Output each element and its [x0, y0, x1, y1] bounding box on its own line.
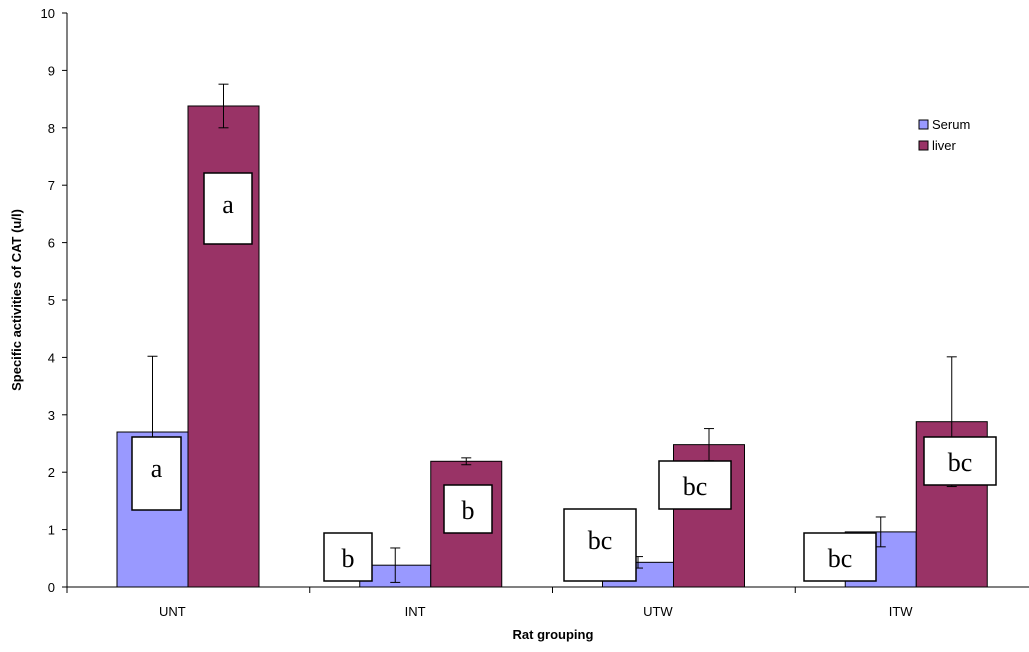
significance-label-unt-serum: a [131, 436, 182, 511]
significance-label-itw-liver: bc [923, 436, 997, 486]
y-tick-label: 1 [48, 523, 55, 538]
significance-box [923, 436, 997, 486]
y-axis-title: Specific activities of CAT (u/l) [9, 209, 24, 391]
significance-letter: bc [828, 544, 853, 573]
y-tick-label: 5 [48, 293, 55, 308]
x-tick-label-int: INT [405, 604, 426, 619]
error-bar-int-liver [461, 457, 472, 466]
legend-swatch-serum [918, 119, 929, 130]
significance-letter: a [151, 454, 163, 483]
significance-box [323, 532, 373, 582]
significance-box [443, 484, 493, 534]
significance-label-utw-serum: bc [563, 508, 637, 582]
x-tick-label-utw: UTW [643, 604, 673, 619]
y-tick-label: 2 [48, 465, 55, 480]
legend-swatch-liver [918, 140, 929, 151]
significance-label-int-serum: b [323, 532, 373, 582]
significance-label-int-liver: b [443, 484, 493, 534]
significance-letter: bc [948, 448, 973, 477]
error-bar-unt-liver [218, 83, 229, 129]
y-tick-label: 3 [48, 408, 55, 423]
significance-box [131, 436, 182, 511]
axes-layer: 0 1 2 3 4 5 6 7 8 9 10 UNT INT UTW ITW [41, 6, 1029, 619]
error-bar-itw-serum [875, 516, 886, 548]
significance-label-itw-serum: bc [803, 532, 877, 582]
y-tick-label: 6 [48, 236, 55, 251]
y-tick-label: 10 [41, 6, 55, 21]
y-tick-label: 7 [48, 178, 55, 193]
significance-label-utw-liver: bc [658, 460, 732, 510]
y-tick-label: 9 [48, 63, 55, 78]
error-bar-int-serum [390, 547, 401, 583]
y-tick-label: 8 [48, 121, 55, 136]
legend-label-serum: Serum [932, 117, 970, 132]
annotations-layer: a a b b bc bc bc bc [131, 172, 997, 582]
significance-box [203, 172, 253, 245]
x-tick-label-itw: ITW [889, 604, 914, 619]
significance-box [658, 460, 732, 510]
significance-letter: a [222, 190, 234, 219]
y-tick-label: 4 [48, 350, 55, 365]
error-bars-layer [147, 83, 957, 583]
legend: Serum liver [916, 114, 996, 158]
x-tick-label-unt: UNT [159, 604, 186, 619]
significance-box [803, 532, 877, 582]
significance-letter: b [462, 496, 475, 525]
significance-letter: bc [683, 472, 708, 501]
x-axis-title: Rat grouping [513, 627, 594, 642]
legend-box [916, 114, 996, 158]
significance-label-unt-liver: a [203, 172, 253, 245]
significance-letter: bc [588, 526, 613, 555]
significance-box [563, 508, 637, 582]
significance-letter: b [342, 544, 355, 573]
legend-label-liver: liver [932, 138, 957, 153]
y-tick-label: 0 [48, 580, 55, 595]
